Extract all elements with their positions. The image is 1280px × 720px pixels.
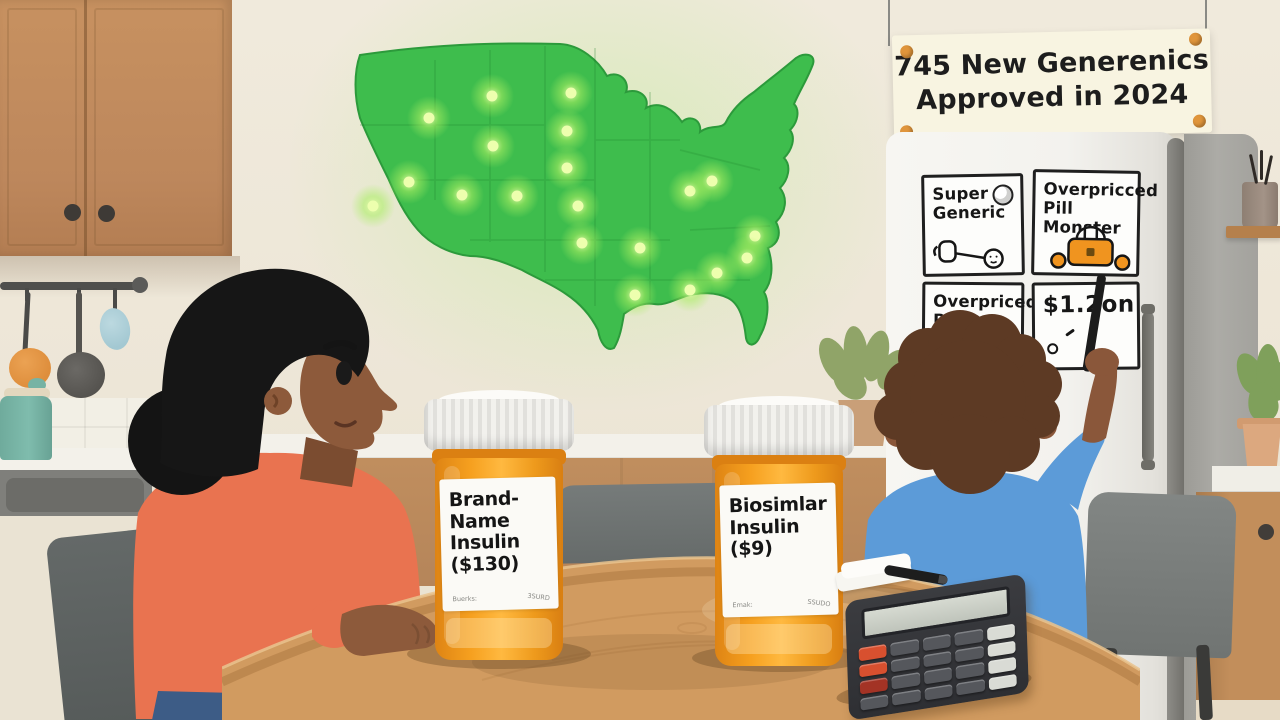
handle-mount [1141,460,1155,470]
pan-handle [76,292,82,362]
wall-shelf [1226,226,1280,238]
child-hair [874,310,1062,494]
label-fine-print: Emak: [732,600,753,610]
banner-string [1205,0,1207,36]
ladle-handle [22,291,31,355]
drawing-text: Overpricced [1043,179,1159,201]
floor [1196,700,1280,720]
finger-lines [411,623,431,645]
woman-hand [340,604,438,656]
label-fine-print: Buerks: [452,594,478,604]
label-price: ($9) [729,537,773,561]
calculator-key [891,671,921,690]
cabinet-door-panel [7,8,77,246]
calculator-key [987,656,1017,674]
calculator-key [860,693,889,711]
child-arm-raised [1082,357,1118,443]
bottle-cap [704,405,854,457]
bottle-label: Brand-Name Insulin ($130) Buerks: 3SURD [439,476,559,612]
label-text: Insulin [449,530,521,555]
refrigerator-handle [1141,304,1155,470]
woman-forearm [312,600,438,656]
bottle-label: Biosimlar Insulin ($9) Emak: SSUDO [719,482,839,618]
label-text: Brand-Name [448,487,519,533]
label-text: Biosimlar [728,492,827,518]
woman-eye [336,361,352,385]
pill-monster-briefcase-doodle [1050,225,1131,271]
pill-on-scooter-doodle [933,240,1004,269]
calculator-key [988,673,1017,691]
calculator-key [892,688,921,706]
woman-eyebrow [323,340,357,350]
utensil-rail [0,282,146,290]
calculator-key [859,660,888,678]
plant-pot-rim [1237,418,1280,429]
sink-basin [6,478,144,512]
woman-smile [334,420,357,428]
calculator-key [955,645,984,663]
calculator-key [955,661,985,679]
upper-cabinet [0,0,232,256]
dry-branch-pot [1242,182,1278,230]
calculator-key [987,640,1016,658]
calculator-key [922,633,952,651]
child-marker [1082,274,1106,372]
dry-branch [1263,155,1273,185]
calculator-key [956,678,985,696]
pin-icon [1192,114,1207,128]
cabinet-shadow [0,256,240,298]
calculator-key [986,623,1016,641]
plant-pot [1242,424,1280,474]
calculator-key [858,643,888,661]
banner-string [888,0,890,46]
right-countertop [1212,466,1280,494]
map-glow-dots [351,71,777,317]
calculator-key [891,655,920,673]
cabinet-knob [64,204,81,221]
rail-end-cap [132,277,148,293]
canister-lid [4,388,50,399]
bottle-brand-insulin: Brand-Name Insulin ($130) Buerks: 3SURD [424,390,574,666]
banner-sign: 745 New Generenics Approved in 2024 [891,28,1213,140]
child-sleeve-raised [1032,426,1105,510]
cabinet-door-panel [94,8,224,246]
label-fine-print: SSUDO [806,597,831,609]
cabinet-knob [1258,524,1274,540]
calculator-key [859,677,889,695]
dry-branch [1260,150,1263,180]
child-hand [1085,348,1119,376]
hanging-pan [57,352,105,398]
spoon-handle [113,290,117,316]
drawing-pill-monster: Overpricced Pill Monster [1031,169,1159,277]
woman-hair [160,268,370,477]
drawing-super-generic: Super Generic [921,173,1025,277]
bottle-biosimilar-insulin: Biosimlar Insulin ($9) Emak: SSUDO [704,396,854,672]
label-fine-print: 3SURD [527,591,551,603]
label-price: ($130) [450,552,520,577]
drawing-text: Generic [932,202,1006,223]
calculator-key [954,628,984,646]
bottle-cap [424,399,574,451]
bottle-glow [726,624,832,654]
us-map [351,42,815,350]
bottle-glow [446,618,552,648]
cabinet-divider [84,0,87,256]
calculator-keys [858,623,1017,711]
banner-line-2: Approved in 2024 [915,78,1189,116]
calculator-key [923,650,952,668]
woman-face [300,342,398,450]
calculator-key [890,638,920,656]
label-text: Insulin [729,515,800,539]
calculator-key [924,683,953,701]
teal-canister [0,396,52,460]
woman-neck [300,437,358,487]
cabinet-knob [98,205,115,222]
handle-mount [1141,304,1155,314]
ear-detail [271,393,279,409]
calculator-key [923,666,953,684]
